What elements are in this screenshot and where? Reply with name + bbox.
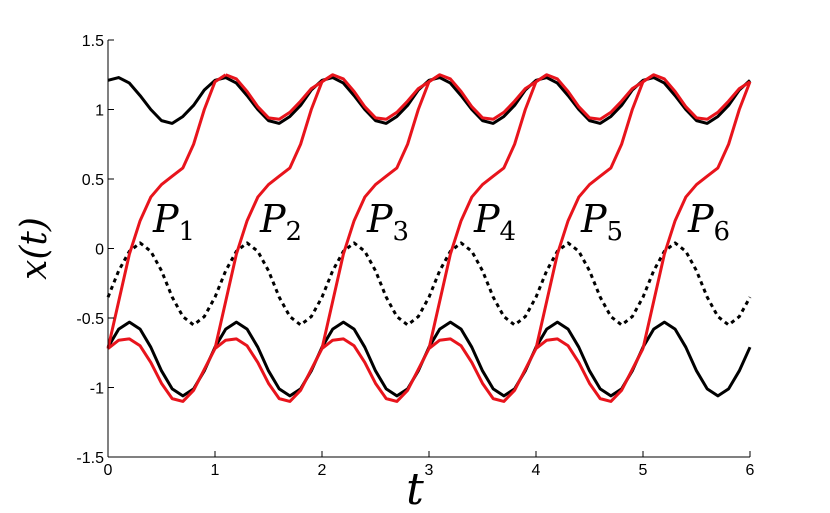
line-series bbox=[225, 73, 751, 121]
x-tick-label: 3 bbox=[425, 462, 434, 479]
annotation-subscript: 4 bbox=[500, 217, 517, 247]
annotation-subscript: 3 bbox=[393, 217, 410, 247]
annotation-subscript: 2 bbox=[286, 217, 303, 247]
line-series bbox=[106, 320, 752, 398]
x-tick-label: 2 bbox=[318, 462, 327, 479]
annotation-text: P bbox=[687, 197, 715, 241]
y-tick-label: 0 bbox=[95, 242, 104, 259]
annotation: P3 bbox=[366, 197, 409, 247]
x-axis-label: t bbox=[406, 464, 424, 513]
x-tick-label: 1 bbox=[211, 462, 220, 479]
annotation-text: P bbox=[580, 197, 608, 241]
line-series bbox=[534, 73, 655, 349]
line-series bbox=[106, 241, 752, 327]
line-series bbox=[107, 337, 645, 403]
annotation: P4 bbox=[473, 197, 516, 247]
x-tick-label: 4 bbox=[532, 462, 541, 479]
y-tick-label: -0.5 bbox=[76, 311, 104, 328]
x-tick-label: 5 bbox=[639, 462, 648, 479]
x-tick-label: 6 bbox=[746, 462, 755, 479]
line-series bbox=[213, 73, 334, 349]
line-series bbox=[320, 73, 441, 349]
annotation-text: P bbox=[473, 197, 501, 241]
line-series bbox=[106, 73, 227, 349]
y-tick-label: 0.5 bbox=[82, 172, 104, 189]
annotation: P6 bbox=[687, 197, 730, 247]
y-axis-label: x(t) bbox=[14, 217, 55, 280]
line-series bbox=[427, 73, 548, 349]
y-tick-label: -1 bbox=[90, 381, 104, 398]
annotation-text: P bbox=[259, 197, 287, 241]
y-tick-label: -1.5 bbox=[76, 450, 104, 467]
annotation: P1 bbox=[152, 197, 195, 247]
annotation: P2 bbox=[259, 197, 302, 247]
x-tick-label: 0 bbox=[104, 462, 113, 479]
annotation-text: P bbox=[366, 197, 394, 241]
annotation-text: P bbox=[152, 197, 180, 241]
y-tick-label: 1.5 bbox=[82, 33, 104, 50]
annotation-subscript: 6 bbox=[714, 217, 731, 247]
annotation-subscript: 5 bbox=[607, 217, 624, 247]
line-series bbox=[641, 81, 752, 349]
y-tick-label: 1 bbox=[95, 103, 104, 120]
annotation: P5 bbox=[580, 197, 623, 247]
annotation-subscript: 1 bbox=[179, 217, 196, 247]
